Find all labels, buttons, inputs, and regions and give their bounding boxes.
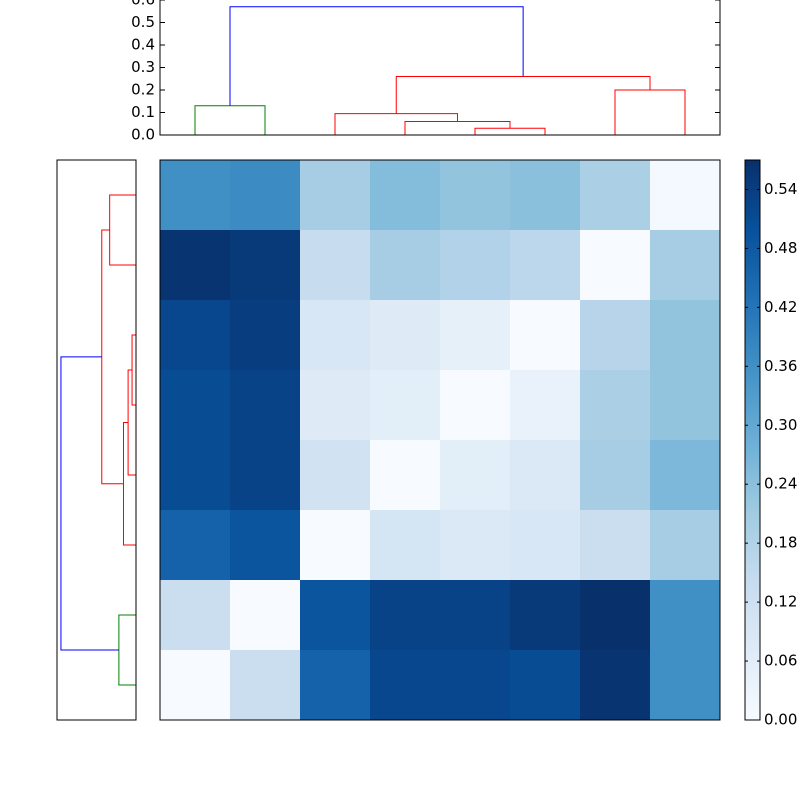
heatmap-cell [300,370,371,441]
heatmap-cell [440,510,511,581]
heatmap-cell [230,580,301,651]
heatmap-cell [440,160,511,231]
heatmap-cell [370,580,441,651]
colorbar-tick-label: 0.18 [764,534,797,552]
heatmap-cell [230,160,301,231]
heatmap-cell [440,230,511,301]
colorbar-tick-label: 0.12 [764,593,797,611]
heatmap-cell [160,510,231,581]
colorbar-tick-label: 0.42 [764,298,797,316]
heatmap-cell [510,440,581,511]
y-tick-label: 0.6 [131,0,155,9]
heatmap-cell [370,650,441,721]
colorbar [744,159,761,721]
heatmap-cell [300,440,371,511]
heatmap-cell [440,370,511,441]
dendrogram-link [395,76,651,114]
dendrogram-link [60,356,119,651]
heatmap-cell [580,650,651,721]
heatmap-cell [300,650,371,721]
heatmap-cell [160,230,231,301]
heatmap-cell [160,160,231,231]
heatmap-cell [510,370,581,441]
heatmap-cell [230,300,301,371]
colorbar-tick-label: 0.06 [764,652,797,670]
heatmap-cell [370,510,441,581]
dendrogram-link [131,334,136,406]
y-tick-label: 0.2 [131,81,155,99]
heatmap-cell [650,440,721,511]
heatmap-cell [650,650,721,721]
heatmap-cell [370,370,441,441]
dendrogram-link [474,127,546,135]
heatmap-cell [650,510,721,581]
y-tick-label: 0.3 [131,58,155,76]
heatmap-cell [440,580,511,651]
colorbar-tick-label: 0.36 [764,357,797,375]
heatmap-cell [300,160,371,231]
heatmap-cell [510,580,581,651]
heatmap-cell [160,650,231,721]
dendrogram-frame [159,0,721,136]
heatmap-cell [370,440,441,511]
heatmap-cell [160,580,231,651]
heatmap-cell [650,300,721,371]
heatmap-cell [230,650,301,721]
dendrogram-link [109,194,136,266]
heatmap-cell [510,300,581,371]
heatmap-cell [300,510,371,581]
heatmap-cell [650,230,721,301]
dendrogram-frame [56,159,137,721]
dendrogram-link [229,6,524,106]
heatmap-cell [510,650,581,721]
colorbar-tick-label: 0.00 [764,711,797,729]
heatmap-cell [580,510,651,581]
heatmap-cell [440,440,511,511]
y-tick-label: 0.4 [131,36,155,54]
heatmap-cell [580,440,651,511]
colorbar-tick-label: 0.24 [764,475,797,493]
heatmap-cell [370,160,441,231]
colorbar-tick-label: 0.54 [764,180,797,198]
heatmap-cell [650,370,721,441]
heatmap-cell [440,300,511,371]
heatmap-cell [300,230,371,301]
heatmap-frame [159,159,721,721]
heatmap-cell [370,230,441,301]
heatmap-cell [230,440,301,511]
dendrogram-link [118,614,136,686]
heatmap-cell [510,160,581,231]
heatmap-cell [440,650,511,721]
heatmap-cell [230,230,301,301]
heatmap-cell [300,300,371,371]
heatmap-cell [650,160,721,231]
heatmap-cell [580,230,651,301]
dendrogram-link [614,89,686,135]
heatmap-cell [580,370,651,441]
y-tick-label: 0.0 [131,126,155,144]
heatmap-cell [160,370,231,441]
heatmap-cell [230,510,301,581]
colorbar-tick-label: 0.48 [764,239,797,257]
heatmap-cell [580,300,651,371]
dendrogram-link [334,113,458,135]
heatmap-cell [160,440,231,511]
dendrogram-link [194,105,266,135]
heatmap-cell [580,160,651,231]
heatmap-cell [510,510,581,581]
heatmap-cell [510,230,581,301]
heatmap-cell [580,580,651,651]
y-tick-label: 0.1 [131,103,155,121]
heatmap-cell [160,300,231,371]
heatmap-cell [230,370,301,441]
y-tick-label: 0.5 [131,13,155,31]
heatmap-cell [370,300,441,371]
dendrogram-link [122,422,136,546]
heatmap-cell [650,580,721,651]
heatmap-cell [300,580,371,651]
colorbar-tick-label: 0.30 [764,416,797,434]
dendrogram-link [101,229,124,485]
